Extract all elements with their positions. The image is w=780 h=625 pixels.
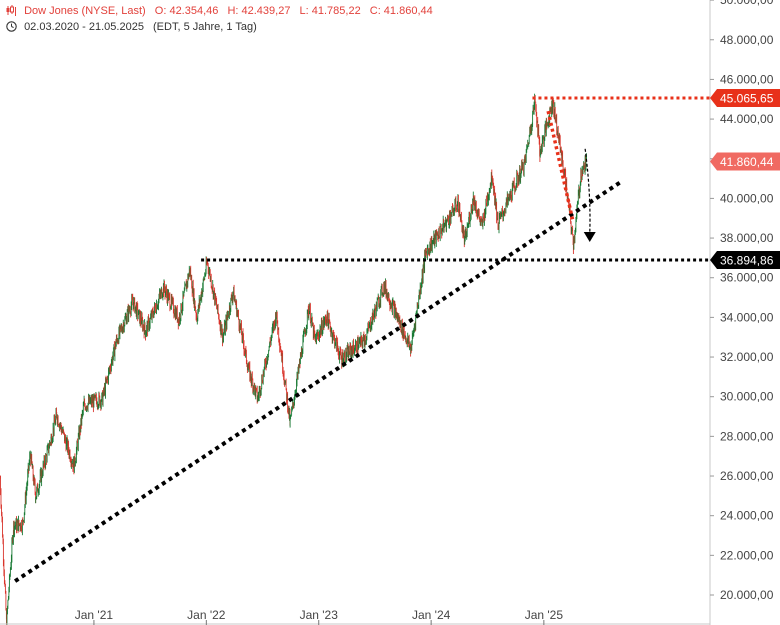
y-tick-label: 26.000,00: [720, 469, 774, 483]
open-value: O: 42.354,46: [154, 5, 219, 17]
price-label-text: 45.065,65: [720, 91, 774, 105]
y-tick-label: 46.000,00: [720, 72, 774, 86]
header-quote: Dow Jones (NYSE, Last) O: 42.354,46 H: 4…: [6, 5, 439, 17]
rising-trendline[interactable]: [13, 179, 623, 583]
price-series: [0, 93, 587, 625]
x-axis: Jan '21 Jan '22 Jan '23 Jan '24 Jan '25: [0, 608, 710, 625]
falling-segment[interactable]: [546, 110, 575, 220]
x-tick-label: Jan '23: [300, 608, 339, 622]
y-tick-label: 24.000,00: [720, 509, 774, 523]
arrow-head-icon: [583, 232, 596, 243]
annotations: [13, 96, 710, 583]
y-axis: 20.000,00 22.000,00 24.000,00 26.000,00 28.0…: [709, 0, 774, 625]
y-tick-label: 30.000,00: [720, 390, 774, 404]
y-tick-label: 32.000,00: [720, 350, 774, 364]
price-label-box: [710, 250, 780, 269]
date-range[interactable]: 02.03.2020 - 21.05.2025: [24, 21, 144, 33]
instrument-name[interactable]: Dow Jones (NYSE, Last): [24, 5, 146, 17]
y-tick-label: 50.000,00: [720, 0, 774, 7]
y-tick-label: 38.000,00: [720, 231, 774, 245]
high-value: H: 42.439,27: [227, 5, 291, 17]
price-label-box: [710, 88, 780, 107]
y-tick-label: 28.000,00: [720, 429, 774, 443]
y-tick-label: 20.000,00: [720, 588, 774, 602]
price-label-text: 41.860,44: [720, 155, 774, 169]
price-label-text: 36.894,86: [720, 253, 774, 267]
x-tick-label: Jan '21: [75, 608, 114, 622]
y-tick-label: 34.000,00: [720, 310, 774, 324]
close-value: C: 41.860,44: [369, 5, 433, 17]
price-labels: 45.065,65 41.860,44 36.894,86: [710, 88, 780, 269]
x-tick-label: Jan '25: [525, 608, 564, 622]
clock-icon[interactable]: [6, 21, 17, 32]
price-label: 36.894,86: [710, 250, 780, 269]
y-tick-label: 48.000,00: [720, 33, 774, 47]
candlestick-icon: [6, 5, 16, 16]
y-tick-label: 44.000,00: [720, 112, 774, 126]
price-label-box: [710, 152, 780, 171]
low-value: L: 41.785,22: [299, 5, 361, 17]
x-tick-label: Jan '22: [187, 608, 226, 622]
y-tick-label: 40.000,00: [720, 191, 774, 205]
price-label: 41.860,44: [710, 152, 780, 171]
header-range: 02.03.2020 - 21.05.2025 (EDT, 5 Jahre, 1…: [6, 21, 263, 33]
price-label: 45.065,65: [710, 88, 780, 107]
projection-arrow-line[interactable]: [584, 148, 591, 235]
y-tick-label: 36.000,00: [720, 271, 774, 285]
range-details: (EDT, 5 Jahre, 1 Tag): [153, 21, 257, 33]
y-tick-label: 22.000,00: [720, 548, 774, 562]
x-tick-label: Jan '24: [412, 608, 451, 622]
